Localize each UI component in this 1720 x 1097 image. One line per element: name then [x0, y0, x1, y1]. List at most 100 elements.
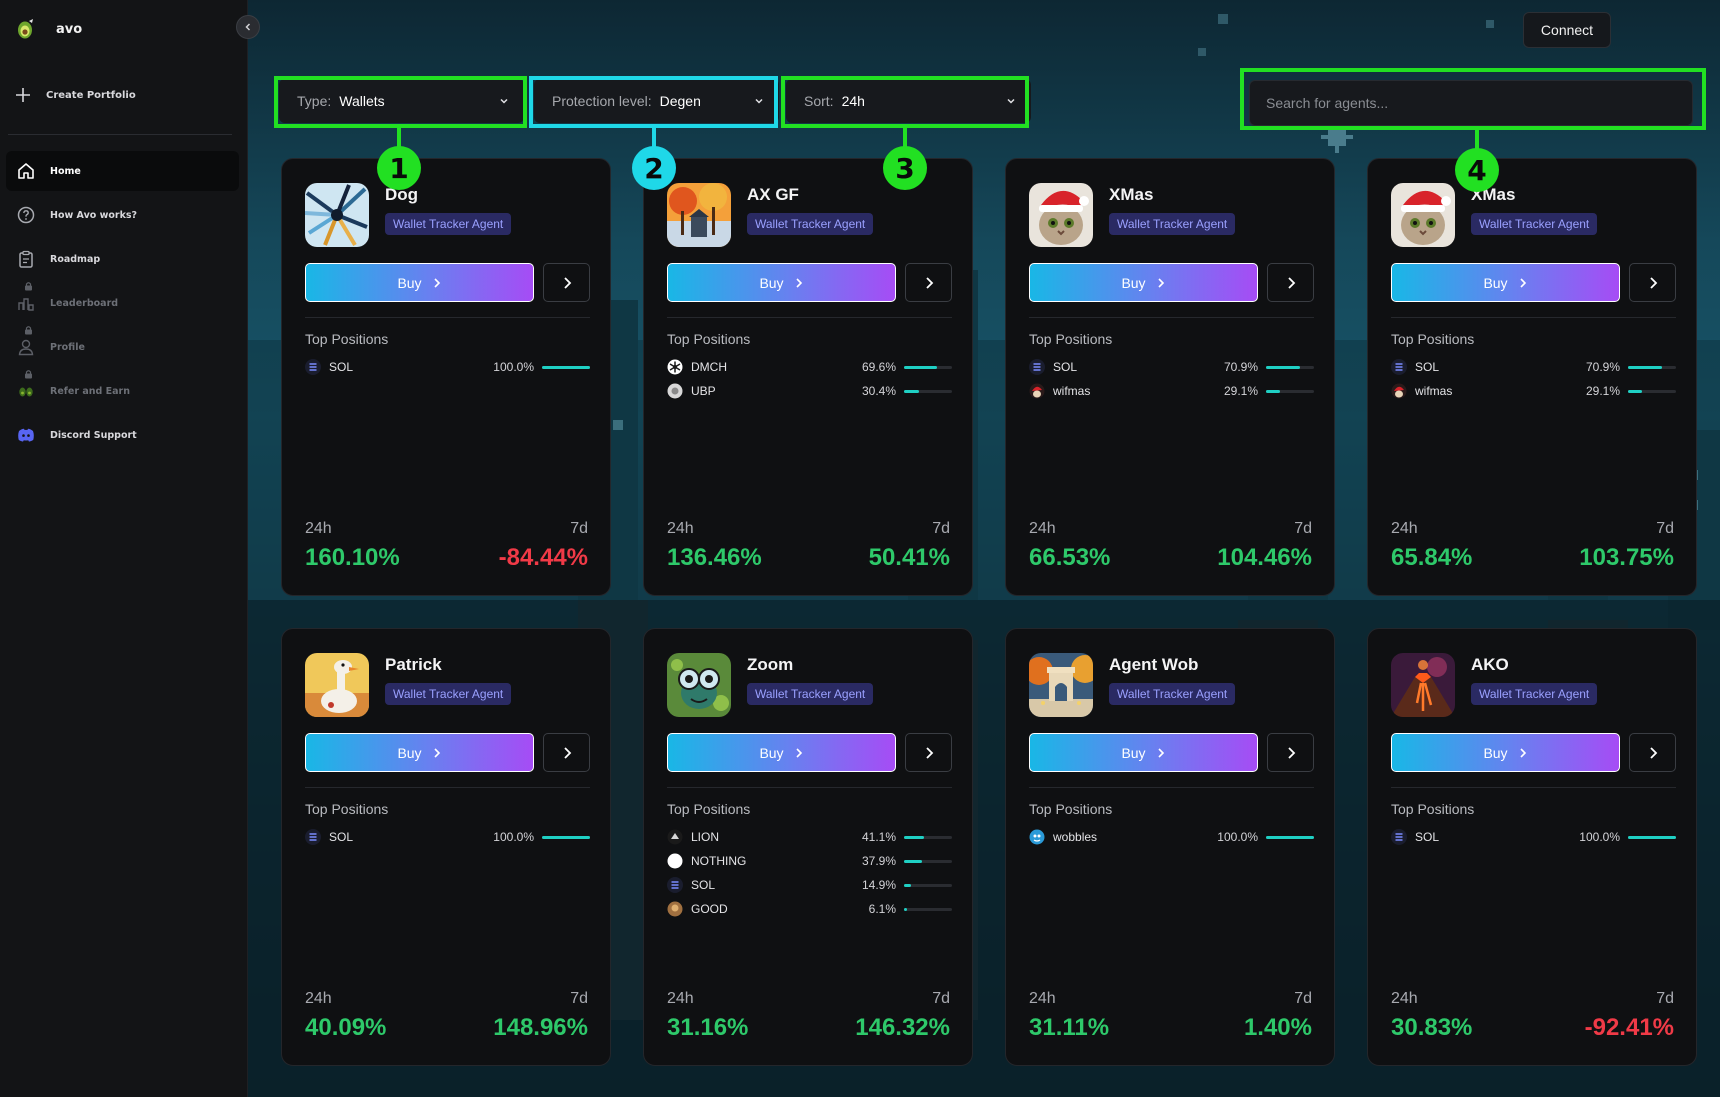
protection-level-dropdown[interactable]: Protection level: Degen	[534, 79, 779, 123]
agent-card[interactable]: XMas Wallet Tracker Agent Buy Top Positi…	[1367, 158, 1697, 596]
agent-card[interactable]: Patrick Wallet Tracker Agent Buy Top Pos…	[281, 628, 611, 1066]
agent-card[interactable]: Zoom Wallet Tracker Agent Buy Top Positi…	[643, 628, 973, 1066]
open-agent-button[interactable]	[905, 263, 952, 302]
agent-name: Agent Wob	[1109, 655, 1199, 674]
position-bar	[904, 835, 952, 839]
open-agent-button[interactable]	[543, 733, 590, 772]
sidebar-item-profile[interactable]: Profile	[6, 326, 239, 367]
brand[interactable]: avo	[14, 12, 82, 46]
position-token: wifmas	[1053, 384, 1091, 398]
buy-button[interactable]: Buy	[1029, 263, 1258, 302]
change-7d-value: 146.32%	[855, 1014, 950, 1041]
buy-button[interactable]: Buy	[305, 733, 534, 772]
position-bar	[1266, 389, 1314, 393]
buy-button[interactable]: Buy	[305, 263, 534, 302]
open-agent-button[interactable]	[543, 263, 590, 302]
position-row: SOL 14.9%	[667, 873, 952, 897]
sort-dropdown[interactable]: Sort: 24h	[786, 79, 1031, 123]
position-bar	[904, 389, 952, 393]
open-agent-button[interactable]	[1629, 733, 1676, 772]
position-percent: 100.0%	[493, 830, 534, 844]
annotation-box-4	[1240, 68, 1706, 130]
change-7d-value: 1.40%	[1243, 1014, 1312, 1041]
change-7d-value: 104.46%	[1217, 544, 1312, 571]
position-bar	[542, 365, 590, 369]
sidebar-item-label: How Avo works?	[50, 209, 138, 221]
agent-card[interactable]: AX GF Wallet Tracker Agent Buy Top Posit…	[643, 158, 973, 596]
connect-button[interactable]: Connect	[1523, 12, 1611, 48]
chevron-down-icon	[1007, 98, 1015, 104]
avocado-icon	[19, 387, 33, 397]
top-positions-list: SOL 100.0%	[1391, 825, 1676, 849]
buy-button[interactable]: Buy	[667, 263, 896, 302]
position-row: DMCH 69.6%	[667, 355, 952, 379]
agent-avatar	[305, 653, 369, 717]
annotation-connector	[1475, 130, 1479, 152]
wifmas-token-icon	[1391, 383, 1407, 399]
change-24h-value: 31.16%	[667, 1014, 749, 1041]
chevron-right-icon	[925, 276, 933, 289]
change-7d-label: 7d	[1656, 990, 1674, 1007]
change-24h-label: 24h	[1029, 990, 1056, 1007]
agent-name: AKO	[1471, 655, 1509, 674]
create-portfolio-button[interactable]: Create Portfolio	[14, 86, 136, 104]
change-24h-label: 24h	[305, 990, 332, 1007]
buy-button[interactable]: Buy	[667, 733, 896, 772]
change-24h-label: 24h	[667, 990, 694, 1007]
open-agent-button[interactable]	[1629, 263, 1676, 302]
agent-type-badge: Wallet Tracker Agent	[747, 683, 874, 705]
top-positions-list: SOL 70.9% wifmas 29.1%	[1029, 355, 1314, 403]
position-token: SOL	[1415, 830, 1440, 844]
agent-card[interactable]: Agent Wob Wallet Tracker Agent Buy Top P…	[1005, 628, 1335, 1066]
sidebar-item-label: Leaderboard	[50, 297, 119, 309]
agent-type-badge: Wallet Tracker Agent	[1109, 683, 1236, 705]
buy-button[interactable]: Buy	[1391, 263, 1620, 302]
card-divider	[1391, 787, 1676, 788]
change-7d-label: 7d	[1294, 520, 1312, 537]
position-token: SOL	[329, 830, 354, 844]
sidebar-item-leaderboard[interactable]: Leaderboard	[6, 282, 239, 323]
search-agents-input[interactable]	[1249, 80, 1693, 126]
buy-button[interactable]: Buy	[1391, 733, 1620, 772]
change-24h-label: 24h	[1391, 520, 1418, 537]
top-positions-label: Top Positions	[1029, 331, 1113, 347]
top-positions-list: SOL 100.0%	[305, 825, 590, 849]
sidebar-item-label: Refer and Earn	[50, 385, 130, 397]
agent-card[interactable]: Dog Wallet Tracker Agent Buy Top Positio…	[281, 158, 611, 596]
sidebar-item-home[interactable]: Home	[6, 151, 239, 191]
sidebar-nav: Home How Avo works? Roadmap	[6, 151, 239, 459]
change-7d-value: -92.41%	[1584, 1014, 1674, 1041]
agent-card[interactable]: XMas Wallet Tracker Agent Buy Top Positi…	[1005, 158, 1335, 596]
chevron-right-icon	[1157, 277, 1164, 288]
buy-label: Buy	[1483, 274, 1508, 291]
agent-card[interactable]: AKO Wallet Tracker Agent Buy Top Positio…	[1367, 628, 1697, 1066]
change-7d-label: 7d	[570, 990, 588, 1007]
position-token: LION	[691, 830, 720, 844]
buy-label: Buy	[1121, 274, 1146, 291]
open-agent-button[interactable]	[905, 733, 952, 772]
open-agent-button[interactable]	[1267, 733, 1314, 772]
position-bar-fill	[904, 883, 911, 887]
position-percent: 14.9%	[861, 878, 896, 892]
collapse-sidebar-button[interactable]	[236, 15, 260, 39]
sidebar-item-discord-support[interactable]: Discord Support	[6, 415, 239, 455]
change-24h-value: 65.84%	[1391, 544, 1473, 571]
position-bar	[904, 883, 952, 887]
home-icon	[18, 163, 34, 179]
agent-type-badge: Wallet Tracker Agent	[747, 213, 874, 235]
chevron-right-icon	[1649, 276, 1657, 289]
card-divider	[305, 787, 590, 788]
position-percent: 100.0%	[1579, 830, 1620, 844]
sidebar-item-roadmap[interactable]: Roadmap	[6, 239, 239, 279]
buy-button[interactable]: Buy	[1029, 733, 1258, 772]
position-row: SOL 100.0%	[305, 825, 590, 849]
sidebar: avo Create Portfolio Home How Avo works?	[0, 0, 248, 1097]
open-agent-button[interactable]	[1267, 263, 1314, 302]
plus-icon	[16, 88, 30, 102]
buy-label: Buy	[1483, 744, 1508, 761]
sidebar-item-refer-and-earn[interactable]: Refer and Earn	[6, 370, 239, 411]
type-filter-label: Type:	[297, 93, 332, 109]
position-bar	[1266, 365, 1314, 369]
type-filter-dropdown[interactable]: Type: Wallets	[279, 79, 524, 123]
sidebar-item-how-avo-works[interactable]: How Avo works?	[6, 195, 239, 235]
